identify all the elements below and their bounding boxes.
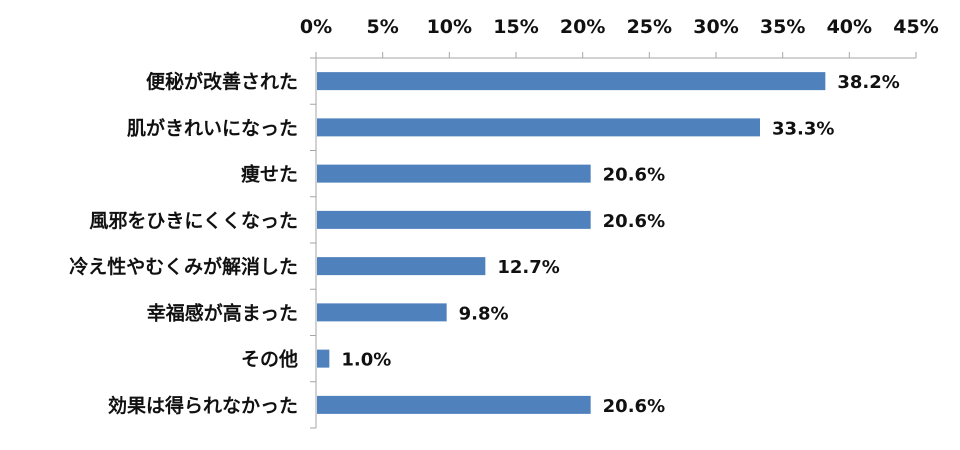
- labels-layer: 便秘が改善された 38.2% 肌がきれいになった 33.3% 痩せた 20.6% 風邪をひき…: [69, 70, 900, 417]
- data-label: 1.0%: [341, 350, 391, 371]
- data-label: 20.6%: [603, 165, 665, 186]
- category-label: 便秘が改善された: [146, 70, 298, 93]
- category-label: 風邪をひきにくくなった: [89, 210, 298, 232]
- x-tick-label: 45%: [893, 16, 938, 38]
- bar: [317, 118, 760, 137]
- x-tick-label: 5%: [367, 16, 399, 38]
- bar: [317, 303, 447, 322]
- x-tick-label: 35%: [760, 16, 805, 38]
- bars-layer: [317, 72, 826, 414]
- x-tick-label: 25%: [627, 16, 672, 38]
- category-label: 効果は得られなかった: [108, 394, 298, 417]
- x-tick-label: 15%: [493, 16, 538, 38]
- data-label: 20.6%: [603, 211, 665, 232]
- bar: [317, 164, 591, 183]
- bar: [317, 257, 486, 276]
- data-label: 33.3%: [772, 118, 834, 139]
- category-label: 肌がきれいになった: [127, 116, 298, 139]
- axis-layer: 0% 5% 10% 15% 20% 25% 30% 35% 40% 45%: [300, 16, 939, 429]
- category-label: 冷え性やむくみが解消した: [69, 255, 298, 278]
- x-tick-label: 30%: [693, 16, 738, 38]
- category-label: 幸福感が高まった: [147, 301, 298, 324]
- data-label: 12.7%: [497, 257, 559, 278]
- category-label: その他: [241, 348, 298, 371]
- data-label: 9.8%: [459, 303, 509, 324]
- bar: [317, 210, 591, 229]
- bar: [317, 72, 826, 91]
- x-tick-label: 0%: [300, 16, 332, 38]
- x-tick-label: 20%: [560, 16, 605, 38]
- bar: [317, 349, 330, 368]
- data-label: 38.2%: [837, 72, 899, 93]
- x-tick-label: 40%: [827, 16, 872, 38]
- category-label: 痩せた: [241, 163, 298, 186]
- data-label: 20.6%: [603, 396, 665, 417]
- bar: [317, 395, 591, 414]
- x-tick-label: 10%: [427, 16, 472, 38]
